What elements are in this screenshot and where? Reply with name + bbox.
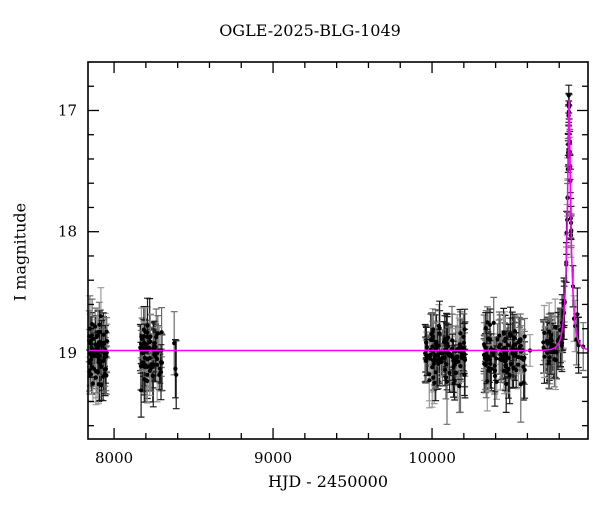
plot-frame: [87, 61, 589, 440]
axis-ticks: [88, 62, 588, 439]
x-axis-label: HJD - 2450000: [267, 472, 389, 491]
y-tick-label: 17: [58, 102, 77, 120]
x-tick-label: 8000: [95, 449, 133, 467]
y-tick-label: 19: [58, 344, 77, 362]
x-tick-label: 9000: [254, 449, 292, 467]
model-light-curve: [88, 99, 589, 352]
x-tick-label: 10000: [408, 449, 456, 467]
y-tick-label: 18: [58, 223, 77, 241]
chart-title: OGLE-2025-BLG-1049: [219, 21, 401, 40]
y-axis-label: I magnitude: [10, 202, 30, 302]
